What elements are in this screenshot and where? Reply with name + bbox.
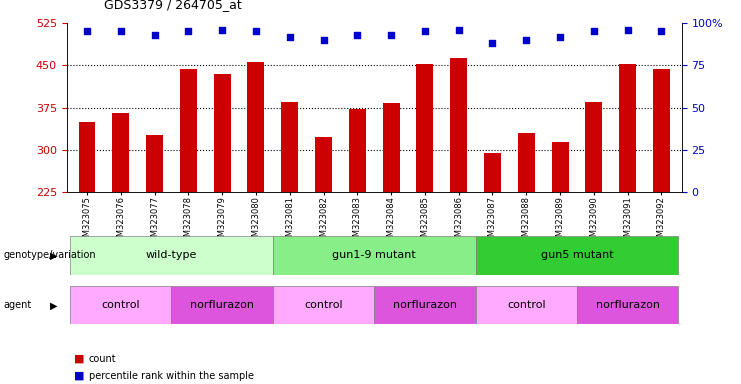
Point: [588, 28, 599, 35]
Bar: [585, 102, 602, 192]
Bar: [113, 113, 129, 192]
Bar: [374, 286, 476, 324]
Point: [453, 27, 465, 33]
Point: [554, 33, 566, 40]
Point: [81, 28, 93, 35]
Text: norflurazon: norflurazon: [596, 300, 659, 310]
Text: ■: ■: [74, 354, 84, 364]
Bar: [619, 64, 636, 192]
Text: norflurazon: norflurazon: [190, 300, 254, 310]
Point: [520, 37, 532, 43]
Text: norflurazon: norflurazon: [393, 300, 457, 310]
Bar: [273, 286, 374, 324]
Bar: [79, 122, 96, 192]
Text: count: count: [89, 354, 116, 364]
Point: [149, 32, 161, 38]
Bar: [70, 286, 171, 324]
Bar: [551, 142, 568, 192]
Point: [182, 28, 194, 35]
Text: GDS3379 / 264705_at: GDS3379 / 264705_at: [104, 0, 242, 12]
Text: gun5 mutant: gun5 mutant: [541, 250, 614, 260]
Bar: [484, 152, 501, 192]
Bar: [247, 62, 265, 192]
Point: [385, 32, 397, 38]
Point: [284, 33, 296, 40]
Point: [250, 28, 262, 35]
Bar: [180, 69, 197, 192]
Bar: [577, 286, 678, 324]
Bar: [382, 103, 399, 192]
Text: gun1-9 mutant: gun1-9 mutant: [332, 250, 416, 260]
Bar: [70, 236, 273, 275]
Point: [656, 28, 668, 35]
Bar: [146, 134, 163, 192]
Bar: [653, 69, 670, 192]
Bar: [476, 286, 577, 324]
Bar: [282, 102, 298, 192]
Text: control: control: [305, 300, 343, 310]
Point: [115, 28, 127, 35]
Text: ■: ■: [74, 371, 84, 381]
Bar: [213, 74, 230, 192]
Point: [622, 27, 634, 33]
Text: control: control: [102, 300, 140, 310]
Bar: [518, 133, 535, 192]
Text: genotype/variation: genotype/variation: [4, 250, 96, 260]
Text: agent: agent: [4, 300, 32, 310]
Bar: [171, 286, 273, 324]
Bar: [476, 236, 678, 275]
Text: wild-type: wild-type: [146, 250, 197, 260]
Point: [318, 37, 330, 43]
Bar: [416, 64, 433, 192]
Text: control: control: [507, 300, 545, 310]
Bar: [349, 109, 366, 192]
Point: [351, 32, 363, 38]
Bar: [315, 137, 332, 192]
Text: ▶: ▶: [50, 300, 58, 310]
Text: percentile rank within the sample: percentile rank within the sample: [89, 371, 254, 381]
Bar: [273, 236, 476, 275]
Bar: [451, 58, 467, 192]
Text: ▶: ▶: [50, 250, 58, 260]
Point: [419, 28, 431, 35]
Point: [216, 27, 228, 33]
Point: [487, 40, 499, 46]
